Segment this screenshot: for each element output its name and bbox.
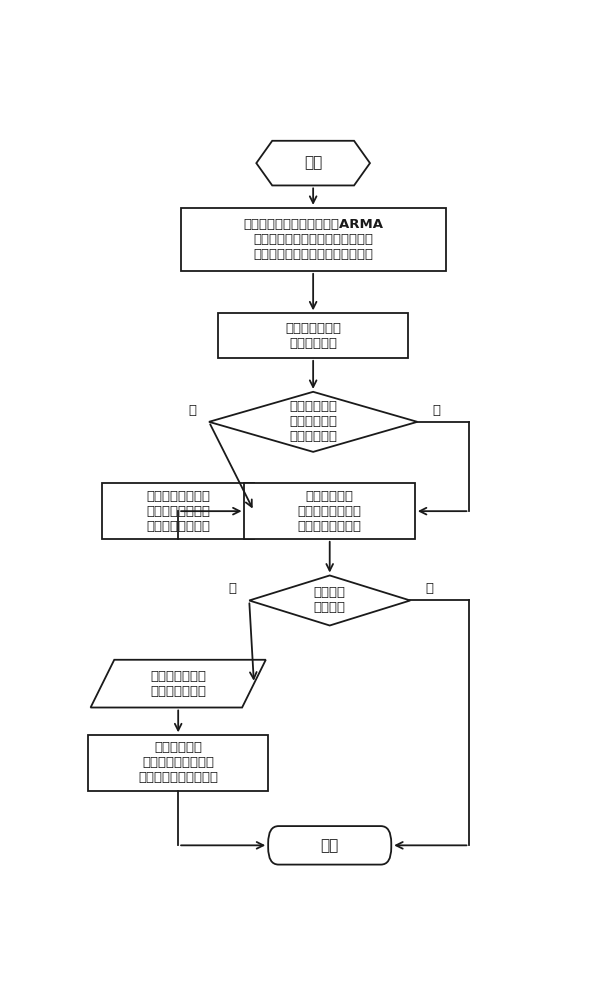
Polygon shape	[256, 141, 370, 185]
Text: 否: 否	[432, 404, 441, 417]
Text: 开始: 开始	[304, 156, 322, 171]
Bar	[88, 735, 268, 791]
Bar	[181, 208, 446, 271]
Bar	[103, 483, 254, 539]
Polygon shape	[249, 575, 410, 626]
Text: 获取给定时间段
内系统运行数据: 获取给定时间段 内系统运行数据	[150, 670, 206, 698]
Bar	[219, 313, 408, 358]
Polygon shape	[90, 660, 266, 708]
Text: 结束: 结束	[321, 838, 339, 853]
Text: 是: 是	[188, 404, 196, 417]
Text: 读取实测微扰动信号，使用ARMA
模型方法辨识，进行聚类计算，得
到全网低频振荡模式频率和阻尼比: 读取实测微扰动信号，使用ARMA 模型方法辨识，进行聚类计算，得 到全网低频振荡…	[243, 218, 383, 261]
Text: 给定时间段内
全网低频振荡模式与
系统运行条件关联分析: 给定时间段内 全网低频振荡模式与 系统运行条件关联分析	[138, 741, 218, 784]
Text: 使用微扰动得到的
振荡成分辅助判断
低频振荡事故类型: 使用微扰动得到的 振荡成分辅助判断 低频振荡事故类型	[146, 490, 210, 533]
FancyBboxPatch shape	[268, 826, 391, 865]
Text: 否: 否	[425, 582, 433, 595]
Text: 给定时间段内
全网低频振荡模式
辨识结果统计分析: 给定时间段内 全网低频振荡模式 辨识结果统计分析	[298, 490, 362, 533]
Polygon shape	[209, 392, 417, 452]
Text: 给定时间段内
是否有大扰动
振荡事故发生: 给定时间段内 是否有大扰动 振荡事故发生	[289, 400, 337, 443]
Text: 是否进行
关联分析: 是否进行 关联分析	[313, 586, 346, 614]
Bar	[244, 483, 415, 539]
Text: 确定电网待研究
的运行时间段: 确定电网待研究 的运行时间段	[285, 322, 341, 350]
Text: 是: 是	[229, 582, 236, 595]
